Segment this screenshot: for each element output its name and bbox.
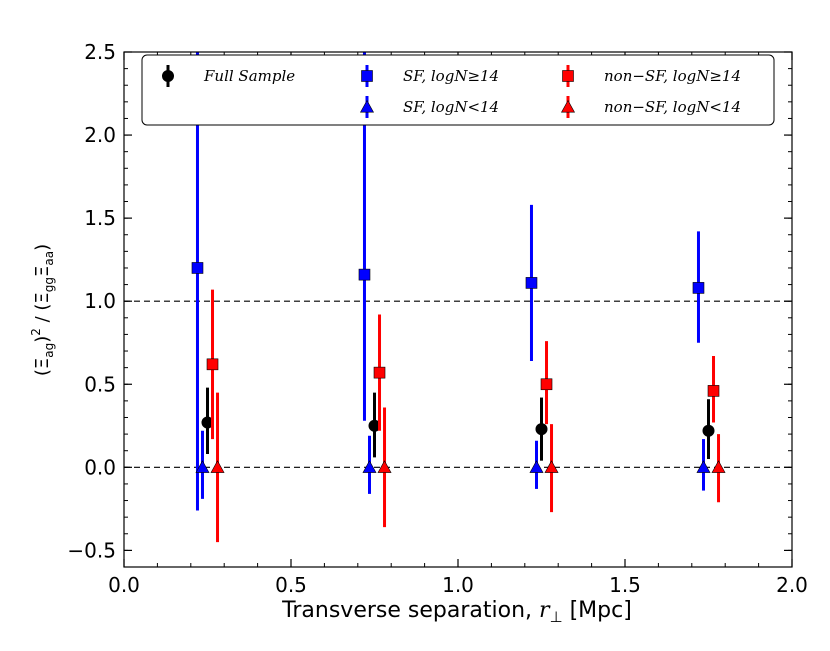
legend-entry: non−SF, logN<14 bbox=[560, 96, 741, 118]
series-2 bbox=[195, 430, 711, 499]
series-group bbox=[191, 52, 726, 543]
y-tick-label: 2.0 bbox=[84, 123, 116, 147]
data-point bbox=[692, 282, 705, 294]
y-tick-label: 2.5 bbox=[84, 40, 116, 64]
y-label-den-mid: Ξ bbox=[32, 266, 53, 277]
data-point bbox=[711, 460, 726, 473]
x-tick-label: 1.0 bbox=[442, 573, 474, 597]
data-point bbox=[707, 385, 720, 397]
legend-label: SF, logN≥14 bbox=[403, 67, 499, 85]
legend-marker bbox=[361, 70, 373, 82]
series-0 bbox=[201, 387, 715, 461]
x-tick-label: 1.5 bbox=[609, 573, 641, 597]
data-point bbox=[525, 277, 538, 289]
legend-marker bbox=[560, 99, 576, 113]
y-label-num-sup: 2 bbox=[29, 328, 43, 336]
x-axis-label-unit: [Mpc] bbox=[563, 598, 632, 623]
legend-box bbox=[141, 54, 775, 126]
tick-labels: 0.0 0.5 1.0 1.5 2.0 −0.5 0.0 0.5 1.0 1.5 2.0 2.5 bbox=[67, 40, 807, 597]
series-4 bbox=[210, 392, 726, 543]
legend: Full Sample SF, logN≥14 SF, logN<14 non−SF,… bbox=[141, 54, 775, 126]
y-label-num-base: (Ξ bbox=[32, 358, 53, 376]
x-axis-label-text: Transverse separation, bbox=[281, 598, 539, 623]
data-point bbox=[206, 358, 219, 371]
y-tick-label: 0.5 bbox=[84, 372, 116, 396]
plot-frame bbox=[123, 51, 793, 568]
legend-entry: non−SF, logN≥14 bbox=[562, 65, 741, 87]
data-point bbox=[358, 268, 371, 281]
legend-marker bbox=[359, 99, 375, 113]
data-point bbox=[540, 378, 553, 391]
legend-marker bbox=[162, 70, 174, 82]
y-tick-label: 1.5 bbox=[84, 206, 116, 230]
reference-lines bbox=[124, 300, 792, 468]
y-tick-label: 1.0 bbox=[84, 289, 116, 313]
x-axis-label-sub: ⊥ bbox=[550, 608, 563, 626]
legend-label: Full Sample bbox=[203, 67, 295, 85]
data-point bbox=[702, 424, 715, 437]
data-point bbox=[373, 366, 386, 379]
legend-label: non−SF, logN<14 bbox=[604, 98, 741, 116]
x-axis-label-var: r bbox=[539, 598, 551, 623]
legend-entry: SF, logN<14 bbox=[359, 96, 499, 118]
y-label-den-open: / (Ξ bbox=[32, 292, 53, 328]
x-axis-label: Transverse separation, r⊥ [Mpc] bbox=[281, 598, 632, 626]
y-tick-label: 0.0 bbox=[84, 455, 116, 479]
y-label-den-close: ) bbox=[32, 244, 53, 251]
y-label-den-sub1: gg bbox=[42, 277, 56, 292]
legend-entry: SF, logN≥14 bbox=[361, 65, 499, 87]
data-point bbox=[191, 262, 204, 274]
y-tick-label: −0.5 bbox=[67, 538, 116, 562]
data-point bbox=[195, 460, 210, 473]
x-tick-label: 0.0 bbox=[108, 573, 140, 597]
x-tick-label: 2.0 bbox=[776, 573, 808, 597]
x-tick-label: 0.5 bbox=[275, 573, 307, 597]
data-point bbox=[696, 460, 711, 473]
data-point bbox=[535, 423, 548, 436]
y-label-den-sub2: aa bbox=[42, 251, 56, 266]
legend-entries: Full Sample SF, logN≥14 SF, logN<14 non−SF,… bbox=[162, 65, 741, 118]
data-point bbox=[544, 460, 559, 473]
legend-label: SF, logN<14 bbox=[403, 98, 499, 116]
series-3 bbox=[206, 289, 720, 440]
data-point bbox=[210, 460, 225, 473]
data-point bbox=[529, 460, 544, 473]
data-point bbox=[377, 460, 392, 473]
y-label-num-sub: ag bbox=[42, 343, 56, 358]
legend-marker bbox=[562, 70, 574, 82]
y-axis-label: (Ξag)2 / (ΞggΞaa) bbox=[29, 244, 56, 376]
legend-entry: Full Sample bbox=[162, 65, 295, 87]
y-label-num-close: ) bbox=[32, 336, 53, 343]
legend-label: non−SF, logN≥14 bbox=[604, 67, 741, 85]
data-point bbox=[362, 460, 377, 473]
